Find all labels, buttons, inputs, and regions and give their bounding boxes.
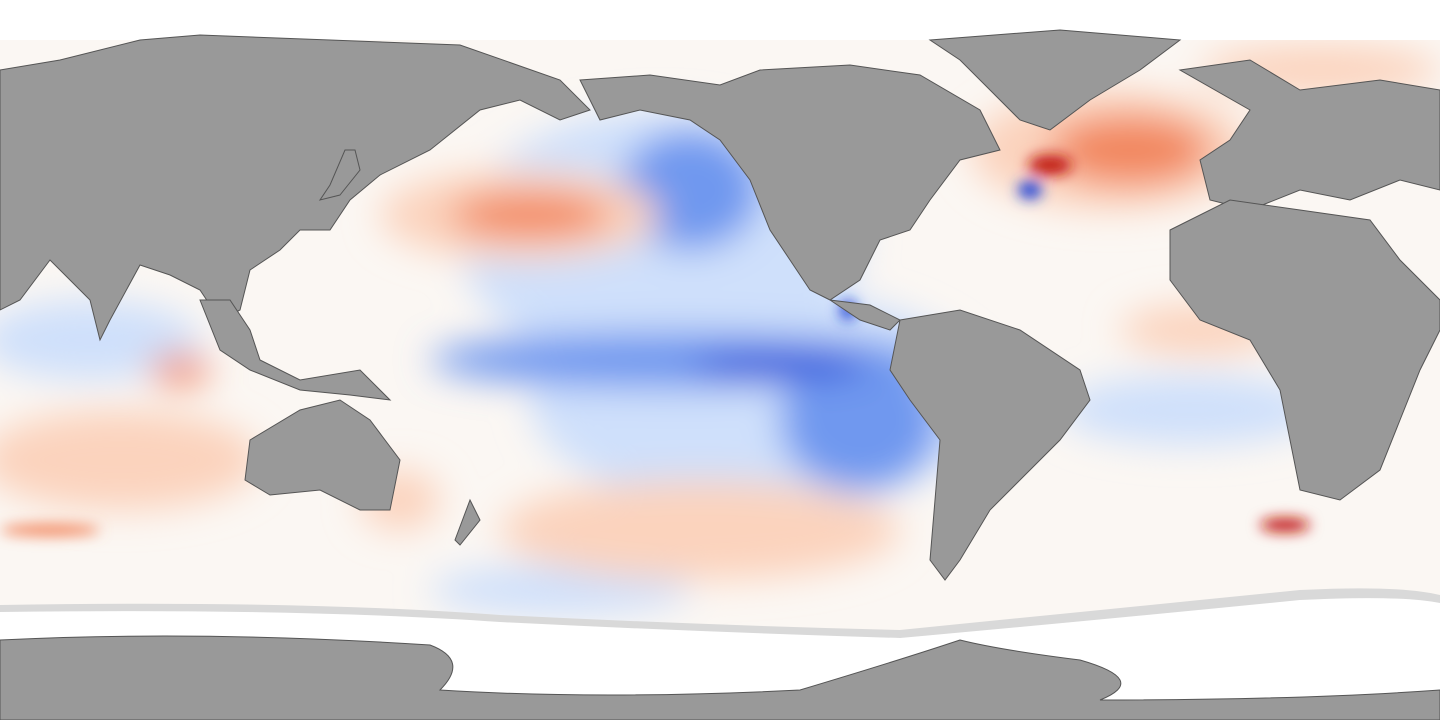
landmass-southeast-asia — [199, 299, 392, 401]
cool-anomaly — [690, 353, 870, 377]
warm-anomaly — [0, 410, 260, 510]
landmass-africa — [1169, 199, 1440, 501]
warm-anomaly — [150, 355, 210, 385]
warm-anomaly — [1028, 155, 1072, 175]
landmass-eurasia — [0, 34, 591, 342]
warm-anomaly — [0, 524, 100, 536]
warm-anomaly — [450, 193, 610, 237]
landmass-central-america — [829, 299, 901, 331]
landmass-europe — [1178, 59, 1440, 211]
landmass-australia — [244, 399, 401, 511]
land — [0, 29, 1440, 720]
landmass-new-zealand — [454, 498, 481, 546]
landmass-antarctica — [0, 635, 1440, 720]
cool-anomaly — [430, 565, 690, 615]
warm-anomaly — [500, 480, 900, 580]
landmass-north-america — [579, 64, 1001, 301]
warm-anomaly — [1260, 518, 1310, 532]
landmass-greenland — [928, 29, 1182, 131]
arctic-ice — [0, 0, 1440, 40]
landmass-japan — [318, 149, 361, 201]
cool-anomaly — [1018, 181, 1042, 199]
warm-anomaly — [1050, 115, 1210, 185]
cool-anomaly — [1060, 375, 1320, 445]
landmass-south-america — [889, 309, 1091, 581]
